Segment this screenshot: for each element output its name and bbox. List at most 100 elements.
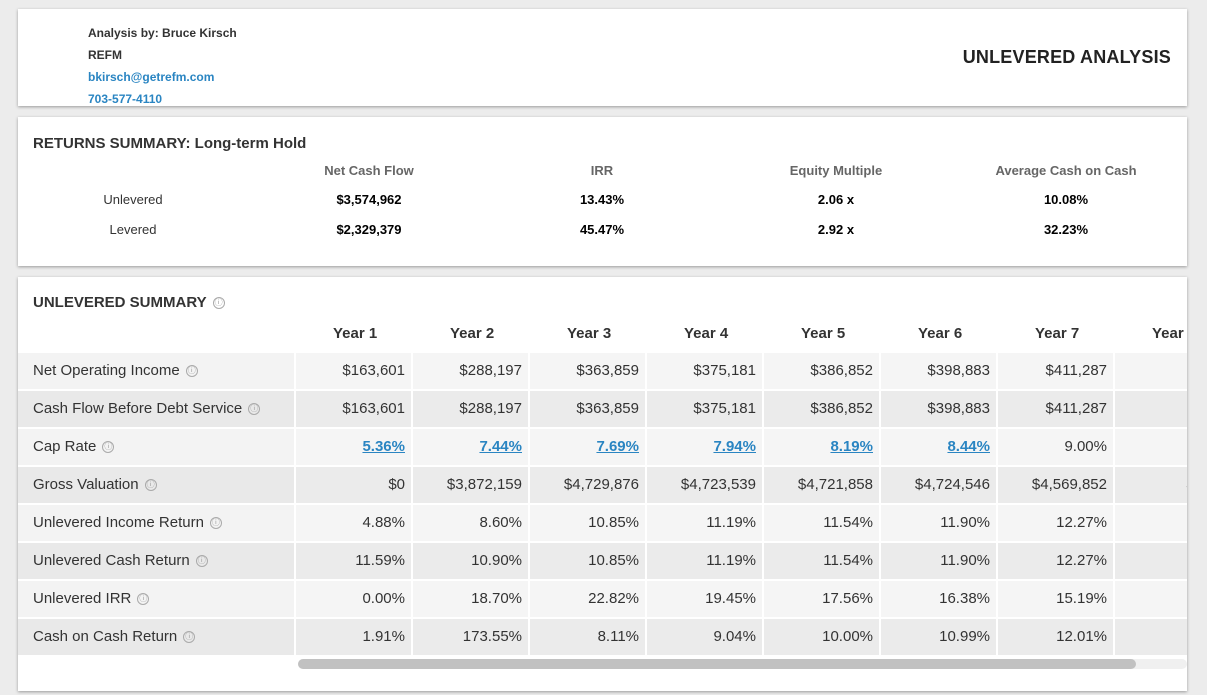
col-header-avg-cash-on-cash: Average Cash on Cash [995, 163, 1137, 178]
table-cell: $0 [296, 467, 411, 503]
table-cell: 10.99% [881, 619, 996, 655]
table-cell: 8.60% [413, 505, 528, 541]
contact-block: Analysis by: Bruce Kirsch REFM bkirsch@g… [88, 22, 237, 110]
table-cell: 11.54% [764, 543, 879, 579]
table-cell: 12 [1115, 505, 1187, 541]
table-cell: 8.11% [530, 619, 645, 655]
table-cell: $375,181 [647, 353, 762, 389]
table-cell: 12.01% [998, 619, 1113, 655]
year-header-5: Year 5 [801, 325, 846, 342]
table-cell: 11.59% [296, 543, 411, 579]
row-label: Net Operating Income ⓘ [18, 353, 294, 389]
row-label: Unlevered IRR ⓘ [18, 581, 294, 617]
unlevered-summary-title: UNLEVERED SUMMARY ⓘ [33, 294, 225, 311]
table-cell: 9.00% [998, 429, 1113, 465]
table-cell: $411,287 [998, 353, 1113, 389]
table-cell: $363,859 [530, 353, 645, 389]
row-label-unlevered: Unlevered [103, 192, 163, 207]
analyst-name: Analysis by: Bruce Kirsch [88, 26, 237, 40]
unlevered-equity-multiple: 2.06 x [817, 192, 855, 207]
table-cell: $398,883 [881, 353, 996, 389]
table-cell: 15.19% [998, 581, 1113, 617]
table-cell: 11.19% [647, 543, 762, 579]
table-cell: $288,197 [413, 391, 528, 427]
table-cell: 9.04% [647, 619, 762, 655]
cap-rate-link[interactable]: 5.36% [296, 429, 411, 465]
row-label: Cash Flow Before Debt Service ⓘ [18, 391, 294, 427]
row-label: Unlevered Cash Return ⓘ [18, 543, 294, 579]
table-cell: $363,859 [530, 391, 645, 427]
info-icon[interactable]: ⓘ [137, 593, 150, 605]
table-cell: $4,729,876 [530, 467, 645, 503]
table-cell: 9 [1115, 429, 1187, 465]
cap-rate-link[interactable]: 7.94% [647, 429, 762, 465]
row-label-text: Unlevered Income Return [33, 514, 204, 531]
table-cell: $398,883 [881, 391, 996, 427]
table-cell: 18.70% [413, 581, 528, 617]
info-icon[interactable]: ⓘ [183, 631, 196, 643]
returns-summary-title: RETURNS SUMMARY: Long-term Hold [33, 135, 307, 152]
info-icon[interactable]: ⓘ [248, 403, 261, 415]
row-label-text: Net Operating Income [33, 362, 180, 379]
email-link[interactable]: bkirsch@getrefm.com [88, 70, 215, 84]
table-cell: $4,723,539 [647, 467, 762, 503]
unlevered-irr: 13.43% [579, 192, 625, 207]
table-cell: 12.27% [998, 543, 1113, 579]
table-cell: $375,181 [647, 391, 762, 427]
table-cell: 10.85% [530, 543, 645, 579]
info-icon[interactable]: ⓘ [102, 441, 115, 453]
col-header-equity-multiple: Equity Multiple [789, 163, 883, 178]
page-title: UNLEVERED ANALYSIS [962, 47, 1171, 67]
row-label-text: Unlevered IRR [33, 590, 132, 607]
row-label-text: Cap Rate [33, 438, 97, 455]
row-label-levered: Levered [109, 222, 157, 237]
year-header-8: Year [1152, 325, 1184, 342]
table-cell: 10.00% [764, 619, 879, 655]
cap-rate-link[interactable]: 8.44% [881, 429, 996, 465]
info-icon[interactable]: ⓘ [144, 479, 157, 491]
table-cell: 17.56% [764, 581, 879, 617]
table-cell: $42 [1115, 391, 1187, 427]
info-icon[interactable]: ⓘ [212, 297, 225, 309]
phone-link[interactable]: 703-577-4110 [88, 92, 163, 106]
table-cell: $4,724,546 [881, 467, 996, 503]
year-header-2: Year 2 [450, 325, 495, 342]
table-cell: 22.82% [530, 581, 645, 617]
cap-rate-link[interactable]: 7.69% [530, 429, 645, 465]
levered-irr: 45.47% [579, 222, 625, 237]
scrollbar-thumb[interactable] [298, 659, 1136, 669]
levered-net-cash-flow: $2,329,379 [336, 222, 402, 237]
year-header-7: Year 7 [1035, 325, 1080, 342]
row-label-text: Gross Valuation [33, 476, 139, 493]
table-cell: 1.91% [296, 619, 411, 655]
table-cell: 173.55% [413, 619, 528, 655]
table-cell: 10.85% [530, 505, 645, 541]
table-cell: 11.19% [647, 505, 762, 541]
row-label-text: Cash Flow Before Debt Service [33, 400, 243, 417]
horizontal-scrollbar[interactable] [298, 659, 1187, 669]
year-header-3: Year 3 [567, 325, 612, 342]
info-icon[interactable]: ⓘ [209, 517, 222, 529]
table-cell: $386,852 [764, 353, 879, 389]
header-card: Analysis by: Bruce Kirsch REFM bkirsch@g… [18, 9, 1187, 106]
table-cell: $4,569,852 [998, 467, 1113, 503]
table-cell: 0.00% [296, 581, 411, 617]
info-icon[interactable]: ⓘ [195, 555, 208, 567]
year-header-6: Year 6 [918, 325, 963, 342]
row-label-text: Cash on Cash Return [33, 628, 178, 645]
row-label-text: Unlevered Cash Return [33, 552, 190, 569]
table-cell: $4,71 [1115, 467, 1187, 503]
table-cell: 11.90% [881, 505, 996, 541]
table-cell: $386,852 [764, 391, 879, 427]
info-icon[interactable]: ⓘ [185, 365, 198, 377]
row-label: Cash on Cash Return ⓘ [18, 619, 294, 655]
unlevered-avg-cash-on-cash: 10.08% [1043, 192, 1089, 207]
year-header-1: Year 1 [333, 325, 378, 342]
table-cell: 11.54% [764, 505, 879, 541]
cap-rate-link[interactable]: 8.19% [764, 429, 879, 465]
returns-summary-card: RETURNS SUMMARY: Long-term Hold Net Cash… [18, 117, 1187, 266]
table-cell: $411,287 [998, 391, 1113, 427]
company-name: REFM [88, 48, 122, 62]
table-cell: 11.90% [881, 543, 996, 579]
cap-rate-link[interactable]: 7.44% [413, 429, 528, 465]
